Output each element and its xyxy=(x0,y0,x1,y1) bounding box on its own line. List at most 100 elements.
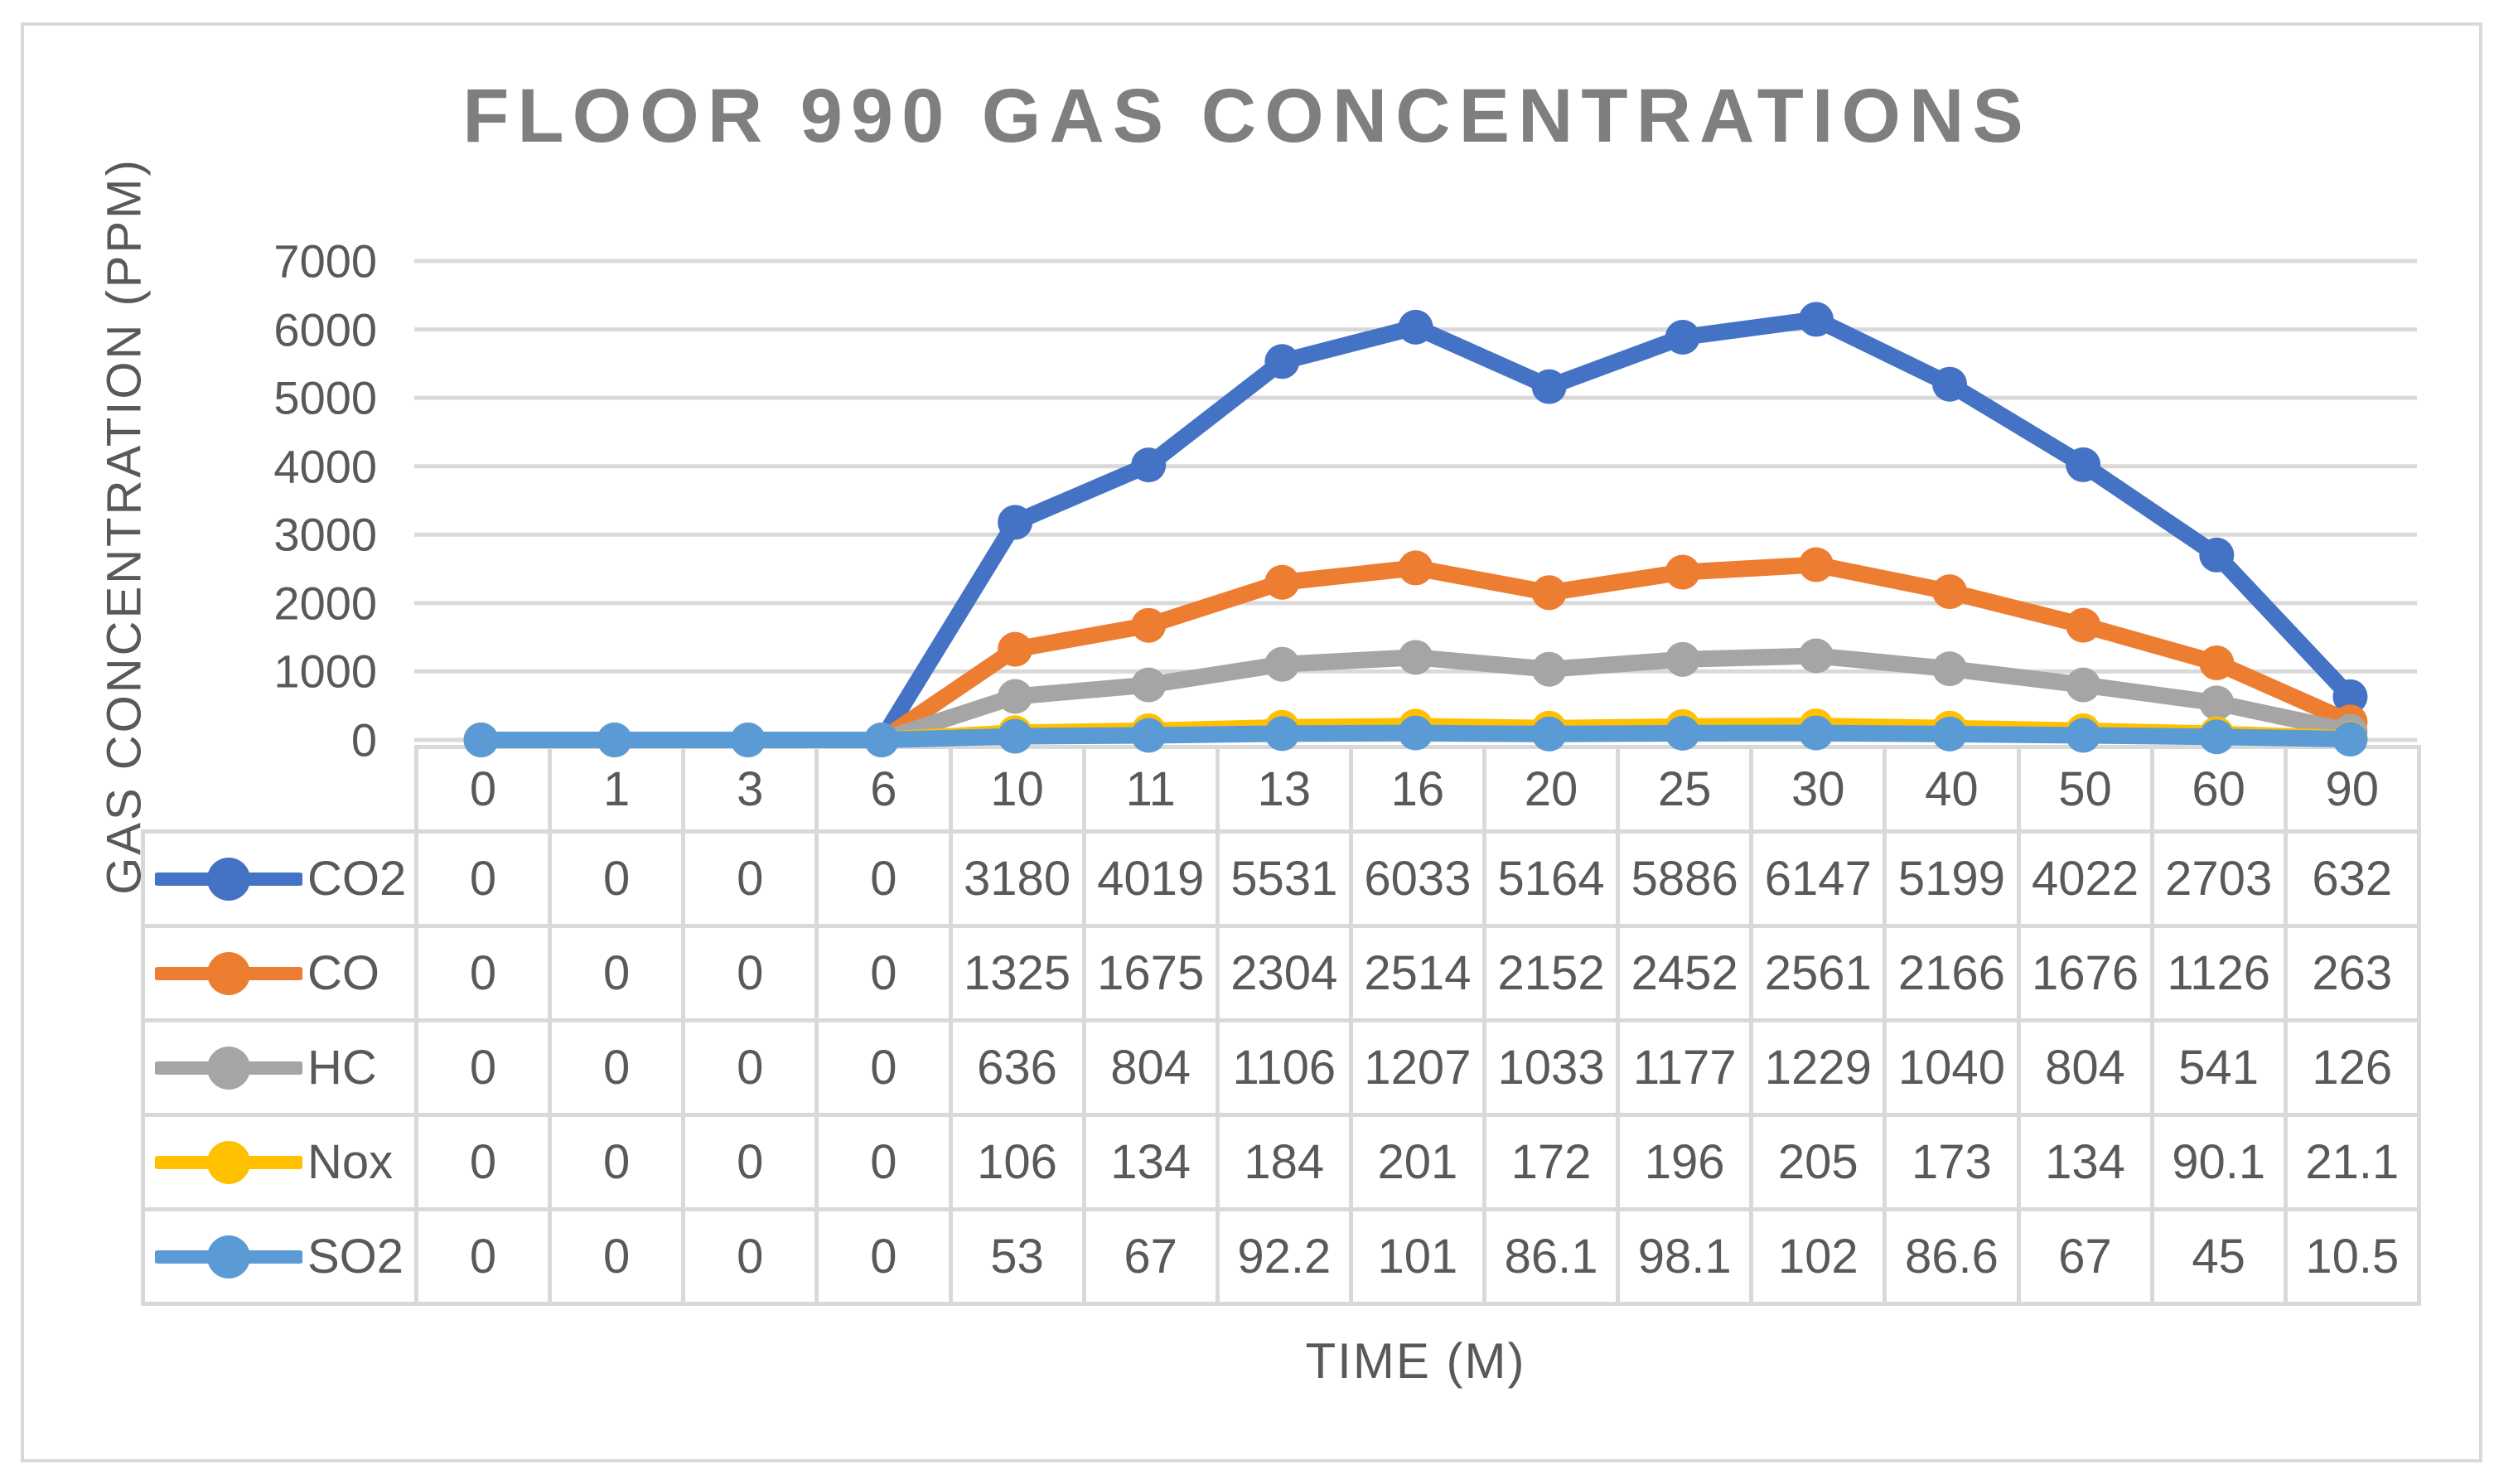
category-header-cell: 25 xyxy=(1616,745,1754,834)
category-header-cell: 40 xyxy=(1883,745,2021,834)
value-cell: 134 xyxy=(2016,1113,2154,1211)
y-axis-title: GAS CONCENTRATION (PPM) xyxy=(97,157,152,895)
category-header-cell: 6 xyxy=(814,745,953,834)
value-cell: 0 xyxy=(681,1113,819,1211)
value-cell: 0 xyxy=(814,1113,953,1211)
value-cell: 0 xyxy=(548,924,686,1022)
value-cell: 0 xyxy=(548,1018,686,1117)
legend-label: CO2 xyxy=(307,852,407,906)
value-cell: 632 xyxy=(2283,829,2421,928)
value-cell: 1676 xyxy=(2016,924,2154,1022)
value-cell: 0 xyxy=(681,829,819,928)
series-row-SO2: SO2 0 0 0 0 53 67 92.2 101 86.1 98.1 102 86.6 67 45 10.… xyxy=(141,1207,2421,1306)
category-header-cell: 0 xyxy=(413,745,553,834)
legend-cell-HC: HC xyxy=(141,1018,418,1117)
category-header-cell: 13 xyxy=(1215,745,1353,834)
legend-cell-Nox: Nox xyxy=(141,1113,418,1211)
value-cell: 4019 xyxy=(1081,829,1220,928)
y-tick-label: 1000 xyxy=(273,645,377,698)
y-tick-label: 6000 xyxy=(273,303,377,356)
value-cell: 804 xyxy=(2016,1018,2154,1117)
value-cell: 134 xyxy=(1081,1113,1220,1211)
value-cell: 0 xyxy=(814,829,953,928)
value-cell: 67 xyxy=(2016,1207,2154,1306)
category-header-cell: 11 xyxy=(1081,745,1220,834)
value-cell: 263 xyxy=(2283,924,2421,1022)
legend-label: Nox xyxy=(307,1135,394,1189)
x-axis-title: TIME (M) xyxy=(1305,1333,1526,1389)
value-cell: 804 xyxy=(1081,1018,1220,1117)
y-tick-label: 5000 xyxy=(273,371,377,424)
value-cell: 2304 xyxy=(1215,924,1353,1022)
value-cell: 2152 xyxy=(1481,924,1621,1022)
legend-key-icon xyxy=(155,951,302,995)
value-cell: 0 xyxy=(814,1207,953,1306)
value-cell: 86.6 xyxy=(1883,1207,2021,1306)
value-cell: 205 xyxy=(1749,1113,1887,1211)
value-cell: 0 xyxy=(548,1207,686,1306)
y-tick-label: 0 xyxy=(350,713,377,766)
value-cell: 541 xyxy=(2149,1018,2288,1117)
category-header-cell: 30 xyxy=(1749,745,1887,834)
category-header-cell: 50 xyxy=(2016,745,2154,834)
value-cell: 2166 xyxy=(1883,924,2021,1022)
y-tick-label: 3000 xyxy=(273,508,377,561)
category-header-cell: 90 xyxy=(2283,745,2421,834)
value-cell: 10.5 xyxy=(2283,1207,2421,1306)
value-cell: 1177 xyxy=(1616,1018,1754,1117)
legend-label: CO xyxy=(307,946,379,1000)
value-cell: 0 xyxy=(413,1207,553,1306)
value-cell: 0 xyxy=(681,1018,819,1117)
y-tick-label: 2000 xyxy=(273,577,377,630)
value-cell: 86.1 xyxy=(1481,1207,1621,1306)
value-cell: 102 xyxy=(1749,1207,1887,1306)
value-cell: 1675 xyxy=(1081,924,1220,1022)
value-cell: 101 xyxy=(1348,1207,1487,1306)
category-header-cell: 16 xyxy=(1348,745,1487,834)
value-cell: 2452 xyxy=(1616,924,1754,1022)
value-cell: 106 xyxy=(948,1113,1086,1211)
legend-key-icon xyxy=(155,1140,302,1184)
value-cell: 1040 xyxy=(1883,1018,2021,1117)
value-cell: 1229 xyxy=(1749,1018,1887,1117)
value-cell: 2561 xyxy=(1749,924,1887,1022)
legend-label: SO2 xyxy=(307,1230,404,1283)
legend-key-icon xyxy=(155,1046,302,1090)
y-tick-label: 4000 xyxy=(273,440,377,493)
series-row-Nox: Nox 0 0 0 0 106 134 184 201 172 196 205 173 134 90.1 21… xyxy=(141,1113,2421,1211)
series-row-CO: CO 0 0 0 0 1325 1675 2304 2514 2152 2452 2561 2166 16… xyxy=(141,924,2421,1022)
category-header-cell: 60 xyxy=(2149,745,2288,834)
legend-key-icon xyxy=(155,1235,302,1279)
value-cell: 2514 xyxy=(1348,924,1487,1022)
category-header-cell: 3 xyxy=(681,745,819,834)
value-cell: 0 xyxy=(681,1207,819,1306)
value-cell: 45 xyxy=(2149,1207,2288,1306)
value-cell: 5886 xyxy=(1616,829,1754,928)
category-header-row: 0 1 3 6 10 11 13 16 20 25 30 40 50 60 90 xyxy=(143,745,2421,834)
value-cell: 67 xyxy=(1081,1207,1220,1306)
value-cell: 0 xyxy=(548,829,686,928)
value-cell: 90.1 xyxy=(2149,1113,2288,1211)
value-cell: 5531 xyxy=(1215,829,1353,928)
value-cell: 1325 xyxy=(948,924,1086,1022)
value-cell: 184 xyxy=(1215,1113,1353,1211)
value-cell: 1106 xyxy=(1215,1018,1353,1117)
y-tick-label: 7000 xyxy=(273,234,377,288)
value-cell: 21.1 xyxy=(2283,1113,2421,1211)
value-cell: 5164 xyxy=(1481,829,1621,928)
value-cell: 92.2 xyxy=(1215,1207,1353,1306)
legend-key-icon xyxy=(155,857,302,901)
value-cell: 0 xyxy=(814,924,953,1022)
value-cell: 1207 xyxy=(1348,1018,1487,1117)
value-cell: 6033 xyxy=(1348,829,1487,928)
value-cell: 636 xyxy=(948,1018,1086,1117)
legend-label: HC xyxy=(307,1041,377,1095)
value-cell: 126 xyxy=(2283,1018,2421,1117)
value-cell: 173 xyxy=(1883,1113,2021,1211)
value-cell: 98.1 xyxy=(1616,1207,1754,1306)
category-header-cell: 20 xyxy=(1481,745,1621,834)
series-row-HC: HC 0 0 0 0 636 804 1106 1207 1033 1177 1229 1040 804 5… xyxy=(141,1018,2421,1117)
value-cell: 1033 xyxy=(1481,1018,1621,1117)
legend-cell-CO2: CO2 xyxy=(141,829,418,928)
value-cell: 172 xyxy=(1481,1113,1621,1211)
